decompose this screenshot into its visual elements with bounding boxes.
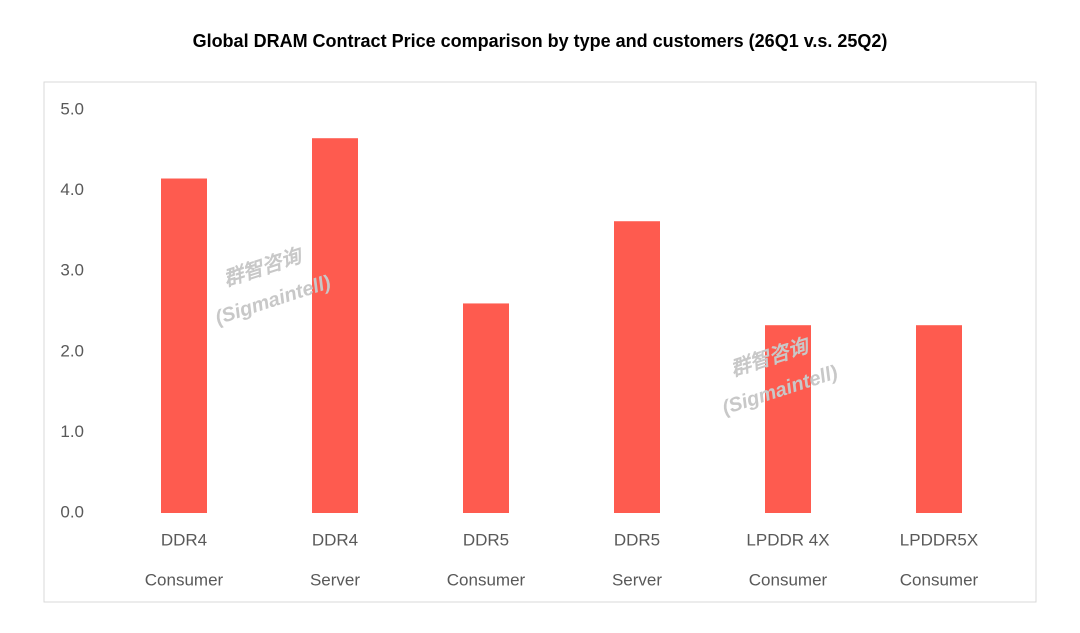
y-tick-label: 0.0 xyxy=(60,502,84,521)
x-tick-label: Consumer xyxy=(447,570,526,589)
y-tick-label: 3.0 xyxy=(60,261,84,280)
x-tick-label: DDR5 xyxy=(463,530,509,549)
bar xyxy=(161,178,207,513)
bar xyxy=(312,138,358,513)
y-tick-label: 1.0 xyxy=(60,422,84,441)
x-tick-label: DDR4 xyxy=(161,530,207,549)
y-tick-label: 5.0 xyxy=(60,99,84,118)
x-tick-label: Consumer xyxy=(900,570,979,589)
bar xyxy=(463,303,509,513)
bar xyxy=(916,325,962,513)
x-tick-label: Server xyxy=(310,570,360,589)
chart-title: Global DRAM Contract Price comparison by… xyxy=(193,31,888,51)
x-tick-label: DDR5 xyxy=(614,530,660,549)
y-tick-label: 4.0 xyxy=(60,180,84,199)
plot-frame xyxy=(43,81,1037,603)
x-tick-label: LPDDR5X xyxy=(900,530,978,549)
bar xyxy=(765,325,811,513)
x-tick-label: Consumer xyxy=(145,570,224,589)
x-tick-label: LPDDR 4X xyxy=(746,530,829,549)
x-tick-label: Consumer xyxy=(749,570,828,589)
x-tick-label: Server xyxy=(612,570,662,589)
x-tick-label: DDR4 xyxy=(312,530,358,549)
bar xyxy=(614,221,660,513)
y-tick-label: 2.0 xyxy=(60,341,84,360)
